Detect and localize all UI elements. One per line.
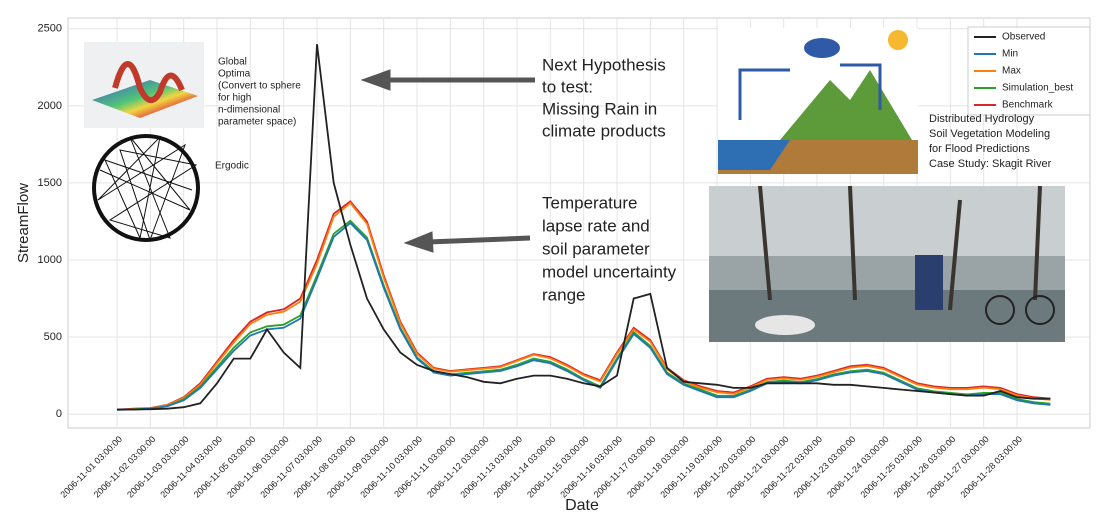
annotation: Distributed Hydrology xyxy=(929,113,1035,125)
y-tick-label: 0 xyxy=(56,408,62,420)
annotation: Case Study: Skagit River xyxy=(929,158,1052,170)
x-tick-label: 2006-11-26 03:00:00 xyxy=(892,434,958,500)
annotation: soil parameter xyxy=(542,239,650,258)
x-tick-label: 2006-11-19 03:00:00 xyxy=(658,434,724,500)
x-tick-label: 2006-11-10 03:00:00 xyxy=(358,434,424,500)
x-tick-label: 2006-11-22 03:00:00 xyxy=(758,434,824,500)
annotation: Global xyxy=(218,57,247,68)
x-tick-label: 2006-11-25 03:00:00 xyxy=(858,434,924,500)
x-axis-label: Date xyxy=(565,497,599,514)
annotation: Missing Rain in xyxy=(542,99,657,118)
annotation: lapse rate and xyxy=(542,216,650,235)
x-tick-label: 2006-11-24 03:00:00 xyxy=(825,434,891,500)
x-tick-label: 2006-11-07 03:00:00 xyxy=(258,434,324,500)
series-line xyxy=(116,200,1051,411)
x-tick-label: 2006-11-09 03:00:00 xyxy=(325,434,391,500)
x-tick-label: 2006-11-03 03:00:00 xyxy=(125,434,191,500)
x-tick-label: 2006-11-06 03:00:00 xyxy=(225,434,291,500)
annotation: Soil Vegetation Modeling xyxy=(929,128,1050,140)
series-line xyxy=(116,219,1051,411)
x-tick-label: 2006-11-18 03:00:00 xyxy=(625,434,691,500)
y-axis-label: StreamFlow xyxy=(15,183,32,263)
annotation: Temperature xyxy=(542,193,637,212)
x-tick-label: 2006-11-11 03:00:00 xyxy=(392,434,457,499)
x-tick-label: 2006-11-04 03:00:00 xyxy=(158,434,224,500)
annotation: Ergodic xyxy=(215,161,249,172)
annotation: climate products xyxy=(542,121,666,140)
x-tick-label: 2006-11-16 03:00:00 xyxy=(558,434,624,500)
series-line xyxy=(116,201,1051,411)
ergodic-figure xyxy=(92,134,200,242)
x-tick-label: 2006-11-23 03:00:00 xyxy=(792,434,858,500)
annotation: model uncertainty xyxy=(542,262,677,281)
legend: Observed Min Max Simulation_best Benchmark xyxy=(967,26,1091,116)
legend-label: Observed xyxy=(1002,32,1045,43)
annotation: n-dimensional xyxy=(218,105,280,116)
annotation: Optima xyxy=(218,69,251,80)
x-tick-label: 2006-11-20 03:00:00 xyxy=(692,434,758,500)
x-tick-label: 2006-11-02 03:00:00 xyxy=(92,434,158,500)
annotation: for high xyxy=(218,93,251,104)
legend-label: Simulation_best xyxy=(1002,83,1073,94)
y-tick-label: 2000 xyxy=(38,100,62,112)
y-tick-label: 2500 xyxy=(38,23,62,35)
x-tick-label: 2006-11-12 03:00:00 xyxy=(425,434,491,500)
series-line xyxy=(116,221,1051,411)
x-tick-label: 2006-11-28 03:00:00 xyxy=(958,434,1024,500)
arrow xyxy=(360,69,535,253)
y-tick-label: 1500 xyxy=(38,177,62,189)
flood-photo xyxy=(709,185,1065,342)
y-tick-label: 1000 xyxy=(38,254,62,266)
x-tick-label: 2006-11-01 03:00:00 xyxy=(58,434,124,500)
annotation: (Convert to sphere xyxy=(218,81,301,92)
annotation: range xyxy=(542,285,585,304)
x-tick-label: 2006-11-14 03:00:00 xyxy=(492,434,558,500)
x-tick-label: 2006-11-27 03:00:00 xyxy=(925,434,991,500)
x-tick-label: 2006-11-15 03:00:00 xyxy=(525,434,591,500)
x-tick-label: 2006-11-21 03:00:00 xyxy=(725,434,791,500)
series-line xyxy=(117,44,1051,411)
y-tick-label: 500 xyxy=(44,331,62,343)
x-tick-label: 2006-11-08 03:00:00 xyxy=(292,434,358,500)
water-cycle-diagram xyxy=(718,28,918,174)
surface-image xyxy=(84,42,204,128)
x-tick-label: 2006-11-17 03:00:00 xyxy=(592,434,658,500)
legend-label: Max xyxy=(1002,66,1021,77)
annotation: for Flood Predictions xyxy=(929,143,1030,155)
legend-label: Min xyxy=(1002,49,1018,60)
annotation: parameter space) xyxy=(218,117,296,128)
legend-label: Benchmark xyxy=(1002,100,1054,111)
x-tick-label: 2006-11-05 03:00:00 xyxy=(192,434,258,500)
annotation: to test: xyxy=(542,77,593,96)
annotation: Next Hypothesis xyxy=(542,55,666,74)
x-tick-label: 2006-11-13 03:00:00 xyxy=(458,434,524,500)
